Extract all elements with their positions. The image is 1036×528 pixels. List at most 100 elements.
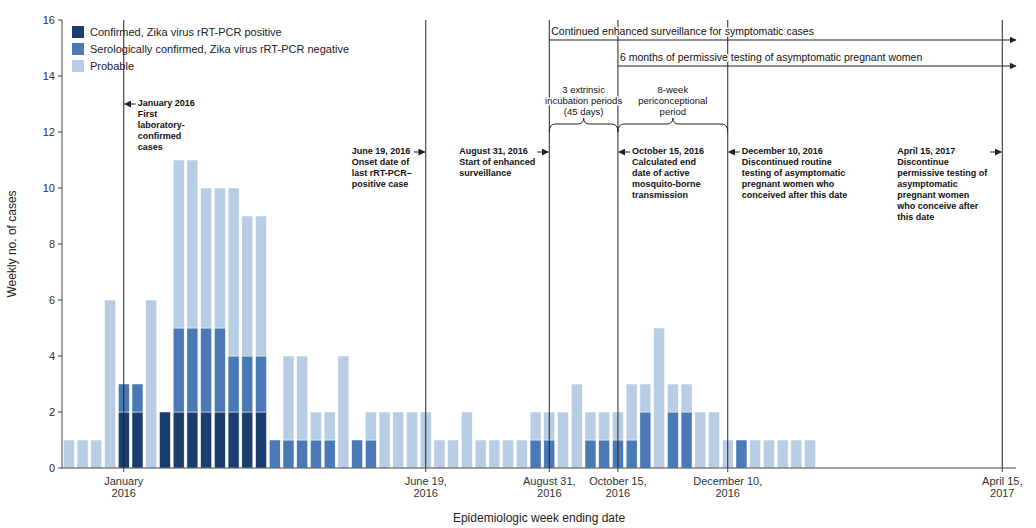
x-axis-label: Epidemiologic week ending date: [453, 511, 625, 525]
text-line: October 15, 2016: [632, 146, 704, 156]
text-line: conceived after this date: [742, 190, 848, 200]
annotation: April 15, 2017Discontinuepermissive test…: [896, 146, 988, 222]
range-arrow: [549, 39, 1016, 40]
bar-segment: [173, 328, 184, 412]
bar-segment: [187, 328, 198, 412]
x-tick-label: June 19,2016: [405, 475, 447, 499]
bar-segment: [626, 384, 637, 440]
key-date-line: [1002, 20, 1003, 468]
bar-segment: [640, 412, 651, 468]
text-line: (45 days): [564, 106, 604, 117]
y-tick-label: 2: [49, 406, 55, 418]
bar-segment: [132, 384, 143, 412]
braces: 3 extrinsicincubation periods(45 days)8-…: [545, 84, 728, 132]
y-tick-label: 14: [43, 70, 55, 82]
x-tick-label: December 10,2016: [693, 475, 762, 499]
bar-segment: [228, 188, 239, 356]
bar-segment: [571, 384, 582, 468]
y-tick: [58, 300, 62, 301]
bar-segment: [599, 412, 610, 440]
annotation-arrow: [125, 104, 136, 105]
y-tick: [58, 244, 62, 245]
text-line: April 15, 2017: [897, 146, 955, 156]
chart: 0246810121416January2016June 19,2016Augu…: [0, 0, 1036, 528]
text-line: 2016: [715, 487, 739, 499]
annotation-arrow: [537, 152, 548, 153]
y-tick-label: 4: [49, 350, 55, 362]
bar-segment: [228, 412, 239, 468]
text-line: 2016: [537, 487, 561, 499]
bar-segment: [173, 412, 184, 468]
y-axis-label: Weekly no. of cases: [5, 190, 19, 297]
text-line: cases: [138, 142, 163, 152]
bar-segment: [324, 412, 335, 440]
bar-segment: [297, 356, 308, 440]
bar-segment: [63, 440, 74, 468]
bar-segment: [91, 440, 102, 468]
text-line: August 31, 2016: [459, 146, 528, 156]
text-line: Calculated end: [632, 157, 696, 167]
bar-segment: [516, 440, 527, 468]
y-tick-label: 8: [49, 238, 55, 250]
bar-segment: [475, 440, 486, 468]
annotation-label: April 15, 2017Discontinuepermissive test…: [896, 146, 988, 222]
x-tick: [425, 468, 426, 472]
bar-segment: [365, 440, 376, 468]
bar-segment: [667, 384, 678, 412]
text-line: positive case: [352, 179, 409, 189]
key-date-line: [123, 20, 124, 468]
y-tick-label: 6: [49, 294, 55, 306]
y-tick: [58, 468, 62, 469]
key-date-line: [549, 20, 550, 468]
legend-label: Serologically confirmed, Zika virus rRT-…: [90, 43, 349, 55]
text-line: January 2016: [138, 98, 195, 108]
text-line: date of active: [632, 168, 690, 178]
bar-segment: [159, 412, 170, 468]
bar-segment: [695, 412, 706, 468]
legend-label: Confirmed, Zika virus rRT-PCR positive: [90, 26, 282, 38]
bar-segment: [585, 440, 596, 468]
x-tick: [549, 468, 550, 472]
legend: Confirmed, Zika virus rRT-PCR positive Se…: [72, 26, 349, 72]
bar-segment: [503, 440, 514, 468]
bar-segment: [242, 356, 253, 412]
text-line: transmission: [632, 190, 688, 200]
text-line: who conceive after: [896, 201, 979, 211]
bar-segment: [242, 216, 253, 356]
text-line: Discontinue: [897, 157, 949, 167]
bar-segment: [187, 412, 198, 468]
y-tick: [58, 188, 62, 189]
y-tick-label: 16: [43, 14, 55, 26]
annotation-label: June 19, 2016Onset date oflast rRT-PCR–p…: [352, 146, 412, 189]
bar-segment: [448, 440, 459, 468]
bar-segment: [159, 412, 170, 413]
y-tick: [58, 356, 62, 357]
text-line: Discontinued routine: [742, 157, 832, 167]
key-date-line: [727, 20, 728, 468]
text-line: last rRT-PCR–: [352, 168, 412, 178]
annotation-arrow: [414, 152, 425, 153]
text-line: October 15,: [589, 475, 646, 487]
bar-segment: [201, 412, 212, 468]
text-line: asymptomatic: [897, 179, 958, 189]
bar-segment: [626, 440, 637, 468]
axes: 0246810121416January2016June 19,2016Augu…: [5, 14, 1022, 525]
x-tick-label: January2016: [104, 475, 144, 499]
bar-segment: [132, 412, 143, 468]
bar-segment: [681, 412, 692, 468]
bar-segment: [352, 440, 363, 468]
bar-segment: [750, 440, 761, 468]
y-tick: [58, 132, 62, 133]
range-arrow: [618, 65, 1016, 66]
y-tick-label: 0: [49, 462, 55, 474]
bar-segment: [159, 412, 170, 413]
bar-segment: [283, 440, 294, 468]
bar-segment: [530, 440, 541, 468]
x-tick-label: October 15,2016: [589, 475, 646, 499]
key-date-lines: [124, 20, 1003, 468]
legend-swatch: [72, 43, 84, 55]
text-line: Start of enhanced: [459, 157, 535, 167]
text-line: confirmed: [138, 131, 182, 141]
x-axis-line: [62, 468, 1016, 469]
text-line: June 19, 2016: [352, 146, 411, 156]
